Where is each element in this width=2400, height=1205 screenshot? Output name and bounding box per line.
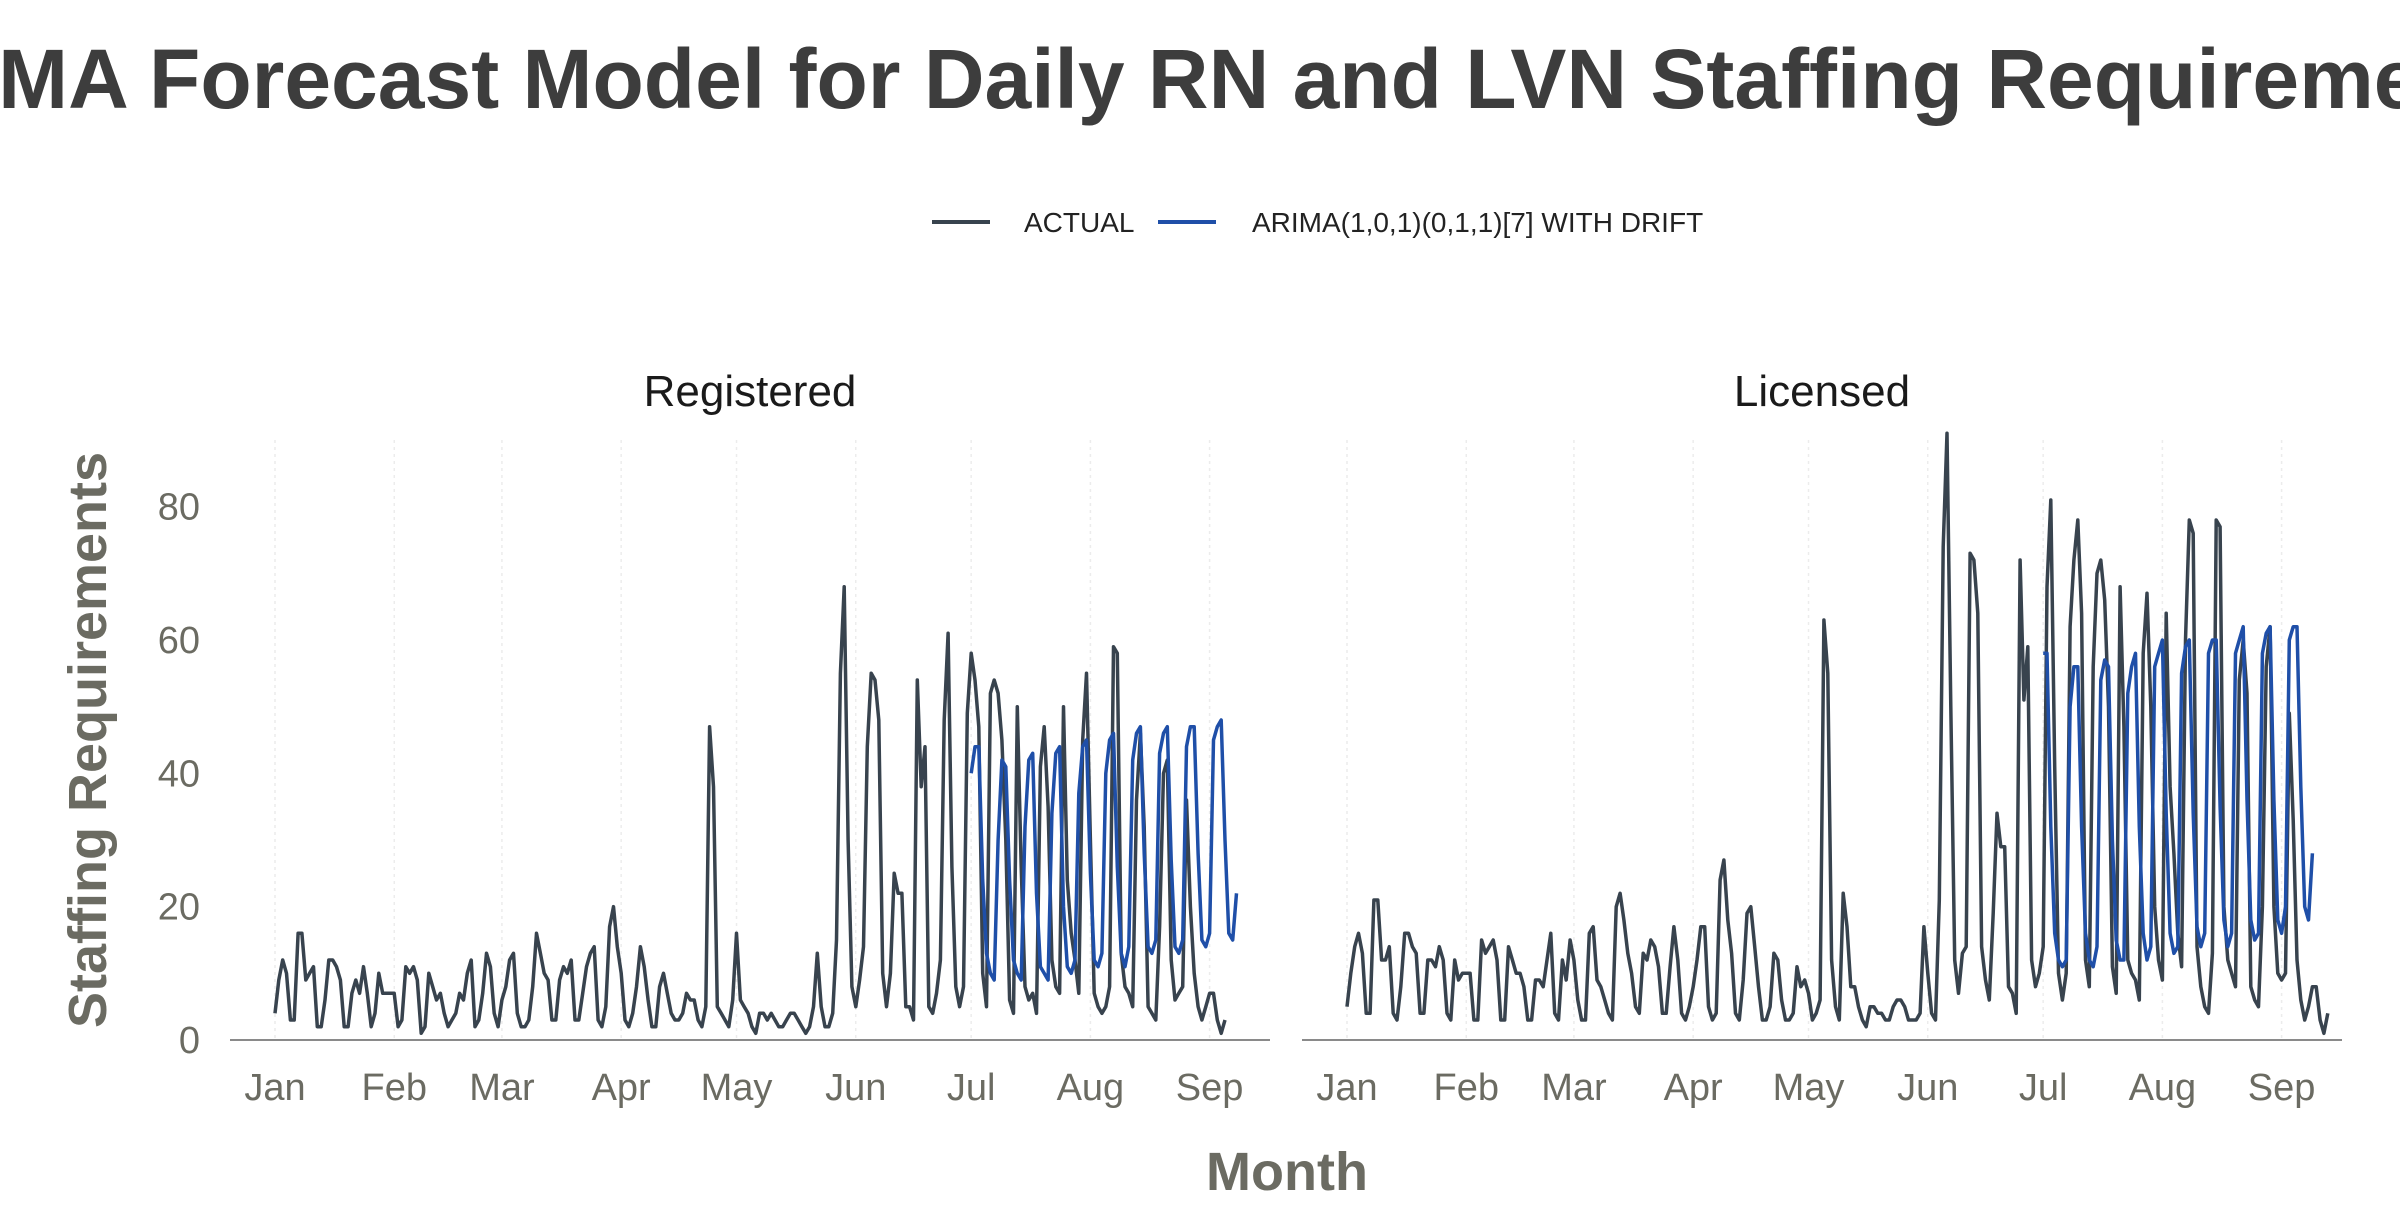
x-tick-label: Sep [1176,1067,1244,1109]
facet-title: Registered [644,367,857,416]
chart-title: ARIMA Forecast Model for Daily RN and LV… [0,32,2400,126]
series-forecast-line [2043,624,2315,969]
x-tick-label: Jun [1897,1067,1958,1109]
facet-title: Licensed [1734,367,1910,416]
panel-licensed: Licensed Jan Feb Mar Apr May Jun Jul Aug Sep [1302,367,2342,1109]
x-tick-label: May [1773,1067,1845,1109]
x-tick-label: Aug [1057,1067,1125,1109]
panel-registered: Registered Jan Feb Mar Apr May Jun Jul Aug Sep 0 20… [158,367,1270,1109]
series-forecast-line [969,718,1239,982]
x-tick-label: Jan [244,1067,305,1109]
series-actual-line [273,584,1227,1036]
x-tick-label: Jul [947,1067,996,1109]
x-tick-label: Apr [1664,1067,1723,1109]
x-tick-label: Jul [2019,1067,2068,1109]
x-tick-label: Feb [1433,1067,1498,1109]
x-tick-label: Mar [469,1067,535,1109]
y-tick-label: 0 [179,1020,200,1062]
y-tick-label: 40 [158,753,200,795]
x-tick-label: May [701,1067,773,1109]
x-tick-label: Jan [1316,1067,1377,1109]
panels-layer: Registered Jan Feb Mar Apr May Jun Jul Aug Sep 0 20… [158,367,2342,1109]
x-axis-title: Month [1206,1142,1368,1200]
x-tick-label: Aug [2129,1067,2197,1109]
legend-label-forecast: ARIMA(1,0,1)(0,1,1)[7] WITH DRIFT [1252,207,1703,238]
x-tick-label: Apr [592,1067,651,1109]
y-axis-title: Staffing Requirements [58,452,118,1028]
y-tick-label: 80 [158,487,200,529]
y-tick-label: 60 [158,620,200,662]
y-tick-label: 20 [158,887,200,929]
x-tick-label: Sep [2248,1067,2316,1109]
x-tick-label: Jun [825,1067,886,1109]
x-tick-label: Mar [1541,1067,1607,1109]
legend: ACTUAL ARIMA(1,0,1)(0,1,1)[7] WITH DRIFT [932,207,1703,238]
legend-label-actual: ACTUAL [1024,207,1134,238]
x-tick-label: Feb [361,1067,426,1109]
